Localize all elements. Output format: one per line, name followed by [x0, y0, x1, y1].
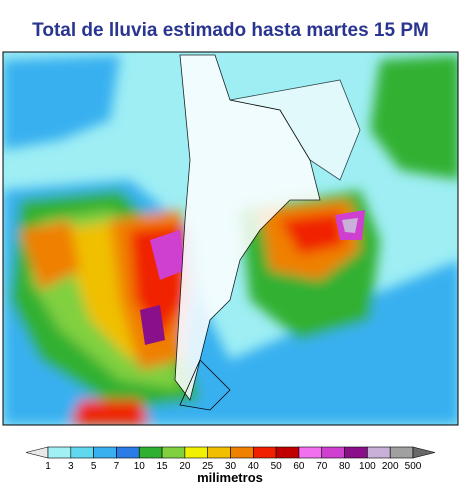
colorbar-label: 70 — [316, 461, 328, 472]
heavy-rain — [140, 305, 165, 345]
colorbar-bin — [161, 446, 186, 459]
colorbar-bin — [298, 446, 323, 459]
precipitation-map — [3, 52, 458, 425]
colorbar-bin — [138, 446, 163, 459]
colorbar-bin — [70, 446, 94, 459]
colorbar-arrow — [25, 446, 49, 459]
colorbar-label: 30 — [225, 461, 237, 472]
colorbar-label: 60 — [293, 461, 305, 472]
colorbar: 1 3 5 7 10 15 20 25 30 40 50 60 70 80 100 200 500 — [25, 446, 436, 472]
map-title: Total de lluvia estimado hasta martes 15… — [32, 20, 429, 41]
colorbar-label: 80 — [339, 461, 351, 472]
colorbar-unit: milimetros — [197, 470, 263, 485]
colorbar-bin — [47, 446, 72, 459]
colorbar-bin — [184, 446, 208, 459]
colorbar-label: 25 — [202, 461, 214, 472]
colorbar-label: 1 — [45, 461, 51, 472]
colorbar-bin — [93, 446, 117, 459]
colorbar-bin — [321, 446, 345, 459]
colorbar-bin — [116, 446, 140, 459]
map-frame — [2, 51, 459, 426]
rain-fields — [3, 55, 458, 425]
colorbar-label: 20 — [179, 461, 191, 472]
colorbar-bin — [275, 446, 300, 459]
colorbar-bin — [367, 446, 391, 459]
colorbar-label: 10 — [134, 461, 146, 472]
coastline — [179, 359, 231, 411]
colorbar-label: 100 — [359, 461, 376, 472]
colorbar-label: 200 — [382, 461, 399, 472]
colorbar-bin — [207, 446, 231, 459]
colorbar-label: 5 — [91, 461, 97, 472]
colorbar-bin — [253, 446, 277, 459]
colorbar-bin — [389, 446, 414, 459]
land-outline — [229, 79, 361, 181]
colorbar-bin — [230, 446, 254, 459]
heavy-rain — [150, 230, 185, 280]
colorbar-bin — [344, 446, 368, 459]
colorbar-label: 3 — [68, 461, 74, 472]
heavy-rain — [342, 218, 358, 233]
colorbar-label: 40 — [248, 461, 260, 472]
colorbar-label: 500 — [405, 461, 422, 472]
colorbar-arrow — [412, 446, 436, 459]
colorbar-label: 50 — [271, 461, 283, 472]
colorbar-label: 15 — [157, 461, 169, 472]
colorbar-label: 7 — [114, 461, 120, 472]
